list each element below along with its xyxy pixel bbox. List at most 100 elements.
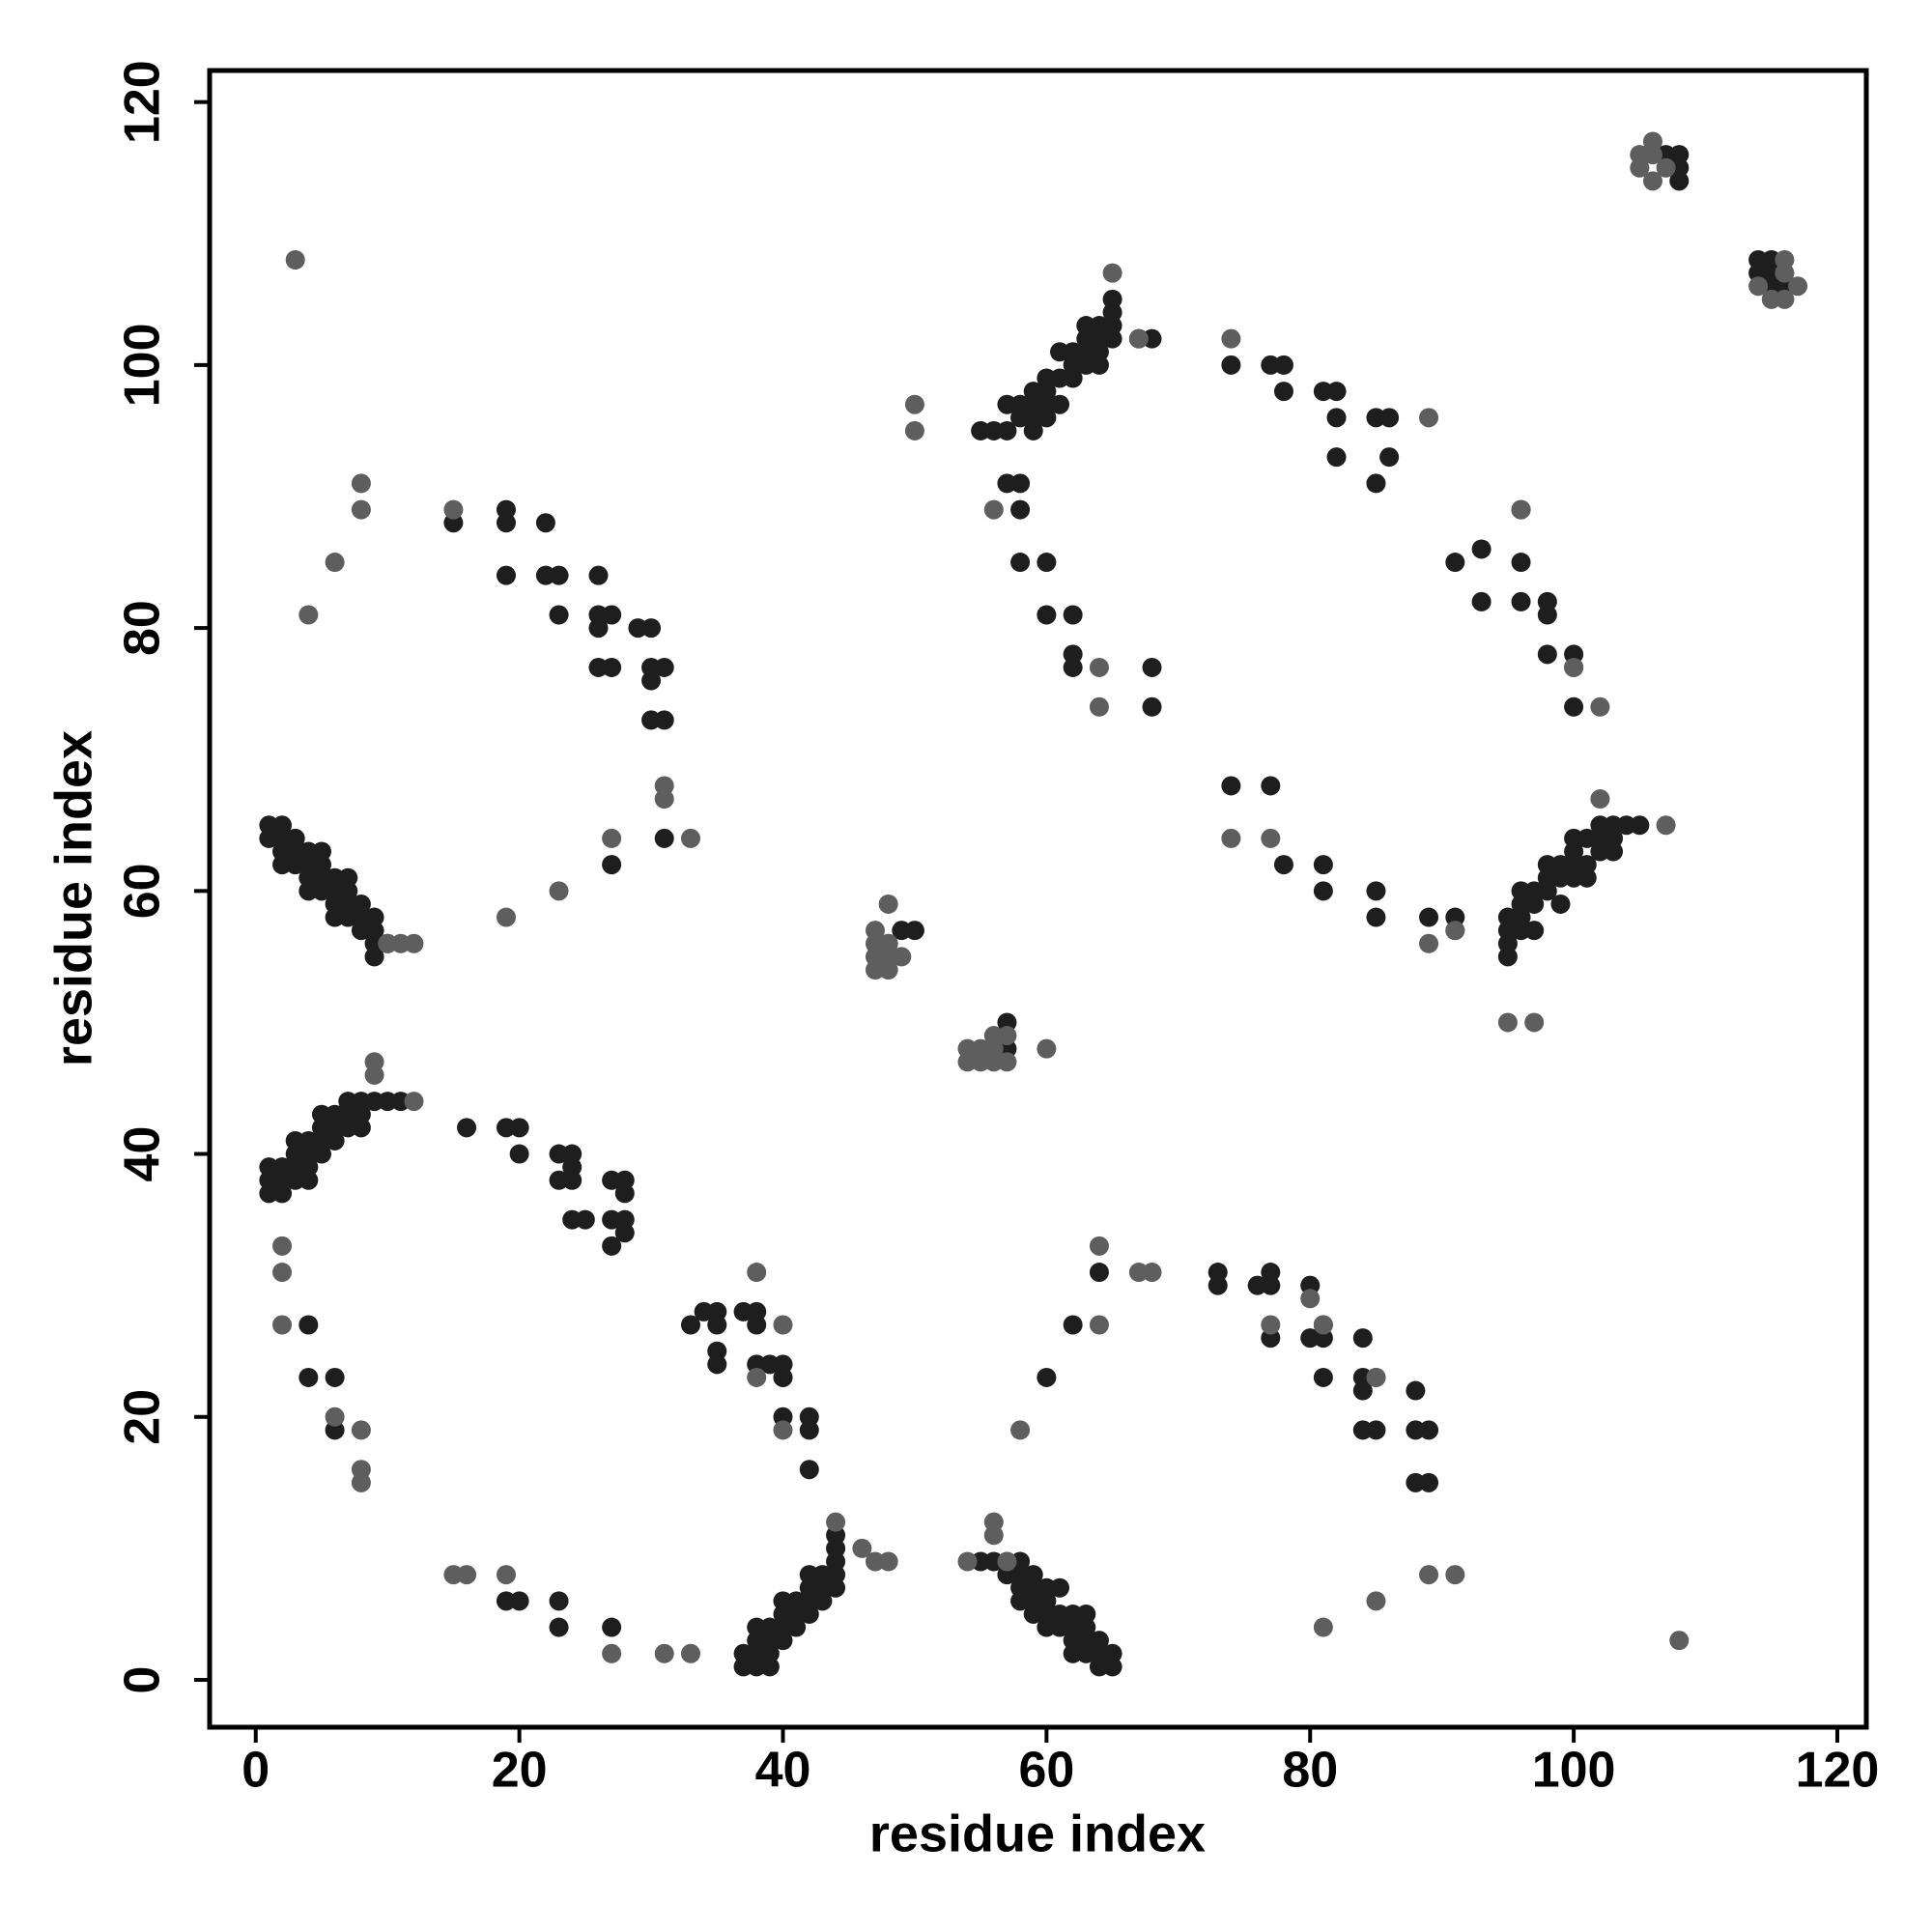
point: [1511, 499, 1531, 520]
point: [1102, 263, 1122, 283]
point: [1419, 907, 1439, 927]
point: [1128, 328, 1149, 349]
point: [1669, 171, 1690, 191]
point: [866, 921, 886, 941]
point: [298, 605, 319, 625]
point: [1050, 394, 1070, 414]
point: [1642, 171, 1662, 191]
point: [351, 1472, 371, 1492]
point: [509, 1118, 529, 1138]
point: [759, 1657, 780, 1677]
point: [1023, 1565, 1043, 1585]
point: [325, 1367, 345, 1387]
point: [549, 881, 569, 901]
point: [1142, 657, 1162, 677]
point: [654, 1643, 674, 1663]
point: [496, 1565, 516, 1585]
point: [1775, 289, 1795, 309]
point: [826, 1512, 846, 1532]
point: [1010, 1420, 1031, 1440]
point: [1023, 420, 1043, 440]
point: [1445, 553, 1465, 573]
point: [1089, 355, 1109, 375]
point: [878, 933, 898, 953]
point: [1590, 696, 1610, 717]
point: [1366, 1367, 1386, 1387]
point: [364, 1065, 384, 1085]
point: [1366, 1420, 1386, 1440]
point: [1273, 855, 1293, 875]
point: [1142, 1263, 1162, 1283]
point: [1221, 828, 1241, 848]
point: [1326, 382, 1347, 402]
point: [272, 1236, 293, 1256]
point: [1366, 907, 1386, 927]
point: [1037, 553, 1057, 573]
point: [1313, 881, 1333, 901]
point: [443, 499, 464, 520]
point: [1261, 1315, 1281, 1335]
point: [1419, 1472, 1439, 1492]
point: [1010, 473, 1031, 494]
point: [878, 960, 898, 980]
point: [535, 513, 555, 533]
point: [1445, 1565, 1465, 1585]
point: [654, 789, 674, 810]
point: [575, 1209, 595, 1230]
point: [496, 907, 516, 927]
point: [983, 1525, 1004, 1546]
point: [799, 1460, 819, 1480]
point: [1511, 881, 1531, 901]
point: [1063, 1315, 1083, 1335]
point: [588, 618, 609, 639]
point: [707, 1354, 727, 1375]
x-axis-title: residue index: [869, 1804, 1206, 1862]
point: [614, 1183, 635, 1204]
point: [680, 1315, 700, 1335]
point: [602, 855, 622, 875]
point: [997, 1551, 1017, 1572]
point: [1419, 408, 1439, 428]
point: [773, 1367, 793, 1387]
point: [325, 1406, 345, 1427]
point: [1656, 157, 1676, 178]
point: [602, 1643, 622, 1663]
x-tick-label: 100: [1532, 1743, 1616, 1799]
point: [351, 499, 371, 520]
point: [602, 1209, 622, 1230]
point: [641, 670, 662, 691]
point: [1221, 776, 1241, 796]
point: [1063, 605, 1083, 625]
point: [799, 1420, 819, 1440]
point: [1221, 328, 1241, 349]
x-tick-label: 40: [755, 1743, 811, 1799]
point: [1366, 473, 1386, 494]
point: [1313, 1617, 1333, 1637]
point: [641, 618, 662, 639]
point: [1261, 828, 1281, 848]
point: [1630, 815, 1650, 836]
point: [680, 1643, 700, 1663]
point: [1326, 408, 1347, 428]
point: [602, 657, 622, 677]
point: [904, 420, 924, 440]
point: [747, 1263, 767, 1283]
point: [549, 605, 569, 625]
point: [602, 1236, 622, 1256]
point: [457, 1565, 477, 1585]
point: [1656, 815, 1676, 836]
point: [1630, 157, 1650, 178]
point: [1352, 1328, 1373, 1349]
point: [602, 828, 622, 848]
point: [1010, 408, 1031, 428]
point: [904, 921, 924, 941]
point: [272, 1263, 293, 1283]
plot-frame: [207, 68, 1869, 1730]
point: [773, 1315, 793, 1335]
point: [549, 1591, 569, 1611]
point: [1089, 1236, 1109, 1256]
x-tick-label: 20: [492, 1743, 548, 1799]
point: [378, 933, 398, 953]
point: [1511, 591, 1531, 611]
point: [1604, 841, 1624, 862]
